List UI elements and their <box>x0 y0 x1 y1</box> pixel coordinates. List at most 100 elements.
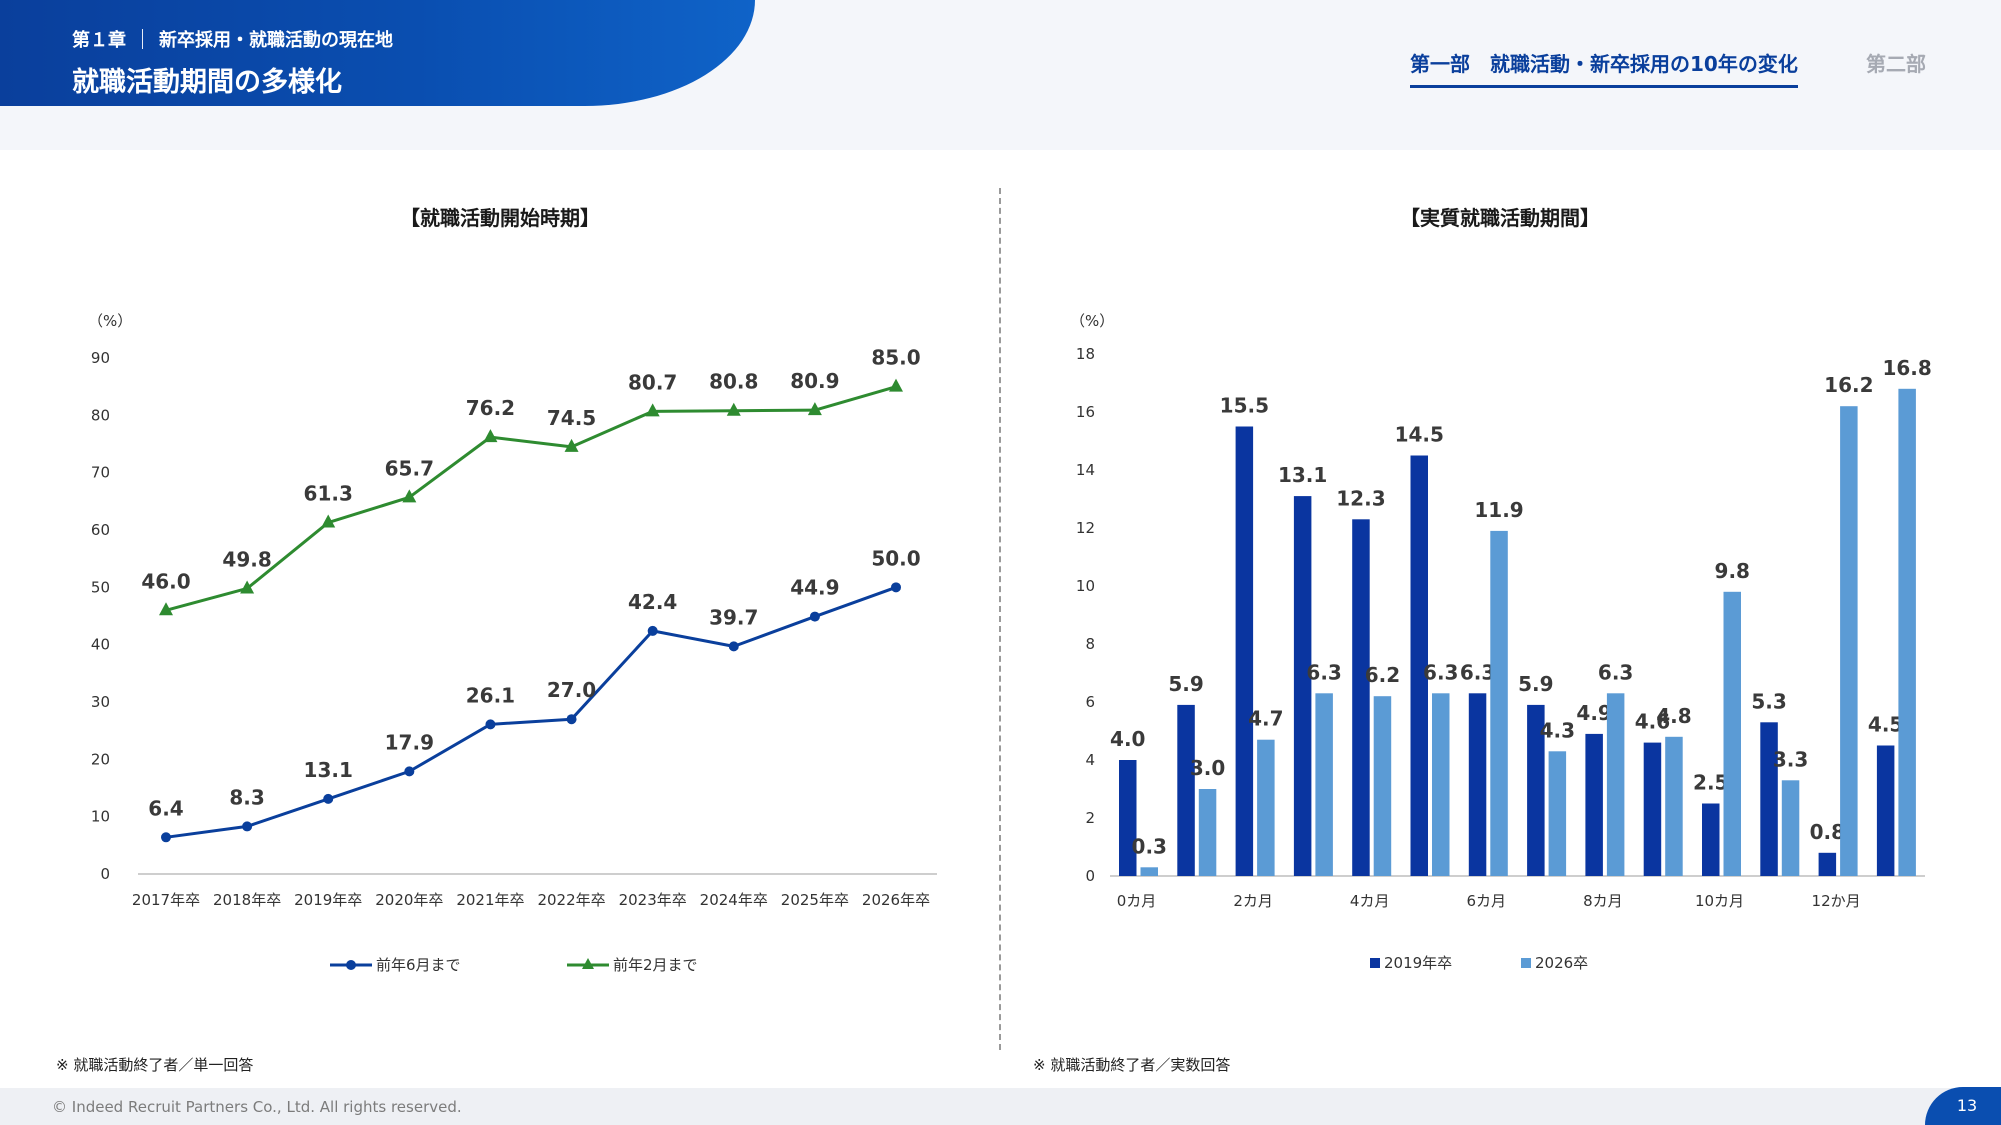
x-tick-label: 4カ月 <box>1350 892 1390 910</box>
page-title: 就職活動期間の多様化 <box>72 67 342 98</box>
x-tick-label: 2020年卒 <box>375 891 443 909</box>
tab-part-two[interactable]: 第二部 <box>1866 52 1926 76</box>
copyright: © Indeed Recruit Partners Co., Ltd. All … <box>52 1098 462 1116</box>
data-label: 76.2 <box>466 396 515 420</box>
series-point-2 <box>240 580 255 594</box>
bar-series1 <box>1702 803 1720 876</box>
data-label: 74.5 <box>547 406 596 430</box>
data-label: 42.4 <box>628 590 677 614</box>
legend-label-1: 前年6月まで <box>376 956 461 974</box>
data-label: 12.3 <box>1336 486 1385 510</box>
y-axis-unit: （%） <box>88 312 132 330</box>
x-tick-label: 6カ月 <box>1467 892 1507 910</box>
x-tick-label: 2カ月 <box>1233 892 1273 910</box>
bar-series2 <box>1840 406 1858 876</box>
y-tick-label: 4 <box>1085 751 1095 769</box>
y-tick-label: 14 <box>1076 461 1095 479</box>
bar-series1 <box>1876 745 1895 876</box>
x-tick-label: 2018年卒 <box>213 891 281 909</box>
series-point-1 <box>323 793 334 804</box>
bar-series2 <box>1490 530 1508 876</box>
bar-series1 <box>1468 693 1487 876</box>
bar-series2 <box>1432 693 1450 876</box>
data-label: 6.3 <box>1423 660 1458 684</box>
data-label: 6.4 <box>148 796 183 820</box>
x-tick-label: 2022年卒 <box>537 891 605 909</box>
data-label: 4.8 <box>1656 704 1691 728</box>
series-line-1 <box>165 585 897 839</box>
bar-series1 <box>1643 742 1662 876</box>
x-tick-label: 2024年卒 <box>700 891 768 909</box>
data-label: 5.3 <box>1751 689 1786 713</box>
y-tick-label: 2 <box>1085 809 1095 827</box>
data-label: 13.1 <box>1278 463 1327 487</box>
x-tick-label: 2026年卒 <box>862 891 930 909</box>
data-label: 80.7 <box>628 370 677 394</box>
bar-series1 <box>1585 733 1603 876</box>
data-label: 4.9 <box>1576 701 1611 725</box>
chapter-separator <box>142 29 143 49</box>
line-chart: （%） 0 10 20 30 40 50 60 70 80 90 2017年卒 2018年卒 2019年卒… <box>88 312 937 974</box>
legend-label-1: 2019年卒 <box>1384 954 1452 972</box>
series-point-2 <box>645 403 660 417</box>
data-label: 0.3 <box>1132 834 1167 858</box>
chart-divider <box>999 188 1001 1050</box>
data-label: 16.2 <box>1824 373 1873 397</box>
bar-series2 <box>1723 591 1741 876</box>
y-tick-label: 0 <box>1085 867 1095 885</box>
data-label: 27.0 <box>547 678 596 702</box>
tab-part-one[interactable]: 第一部 就職活動・新卒採用の10年の変化 <box>1410 48 1798 88</box>
series-point-2 <box>726 402 741 416</box>
bar-series1 <box>1410 455 1428 876</box>
series-point-2 <box>159 602 173 616</box>
data-label: 2.5 <box>1693 771 1728 795</box>
data-label: 80.8 <box>709 370 758 394</box>
y-tick-label: 12 <box>1076 519 1095 537</box>
bar-series2 <box>1606 693 1625 876</box>
data-label: 9.8 <box>1715 559 1750 583</box>
legend-marker-1 <box>346 960 356 970</box>
data-label: 4.7 <box>1248 707 1283 731</box>
bar-series1 <box>1119 760 1137 876</box>
data-label: 17.9 <box>385 730 434 754</box>
data-label: 14.5 <box>1395 423 1444 447</box>
data-label: 80.9 <box>790 369 839 393</box>
x-tick-label: 0カ月 <box>1117 892 1157 910</box>
x-tick-label: 2017年卒 <box>132 891 200 909</box>
data-label: 26.1 <box>466 683 515 707</box>
bar-series2 <box>1665 736 1683 876</box>
data-label: 15.5 <box>1220 394 1269 418</box>
y-tick-label: 40 <box>91 636 110 654</box>
data-label: 4.0 <box>1110 727 1145 751</box>
series-point-1 <box>647 625 658 636</box>
data-label: 44.9 <box>790 576 839 600</box>
data-label: 6.3 <box>1460 660 1495 684</box>
data-label: 39.7 <box>709 605 758 629</box>
chapter-label: 第１章 新卒採用・就職活動の現在地 <box>72 26 393 52</box>
bar-chart-title: 【実質就職活動期間】 <box>1400 206 1600 230</box>
bar-series2 <box>1898 388 1916 876</box>
bar-series2 <box>1257 739 1275 876</box>
bar-series2 <box>1140 867 1158 876</box>
series-point-1 <box>485 719 496 730</box>
data-label: 61.3 <box>304 482 353 506</box>
y-tick-label: 20 <box>91 750 110 768</box>
legend-swatch-2 <box>1521 958 1531 968</box>
data-label: 6.2 <box>1365 663 1400 687</box>
x-tick-label: 2021年卒 <box>456 891 524 909</box>
bar-series2 <box>1198 789 1217 876</box>
bar-series1 <box>1818 852 1837 876</box>
data-label: 65.7 <box>385 456 434 480</box>
data-label: 4.3 <box>1540 718 1575 742</box>
series-point-1 <box>161 832 171 843</box>
x-tick-label: 8カ月 <box>1583 892 1623 910</box>
bar-series1 <box>1527 704 1545 876</box>
x-tick-label: 2023年卒 <box>619 891 687 909</box>
data-label: 13.1 <box>304 758 353 782</box>
y-tick-label: 8 <box>1085 635 1095 653</box>
series-point-1 <box>566 714 577 725</box>
x-tick-label: 2019年卒 <box>294 891 362 909</box>
data-label: 49.8 <box>222 547 271 571</box>
y-tick-label: 18 <box>1076 345 1095 363</box>
bar-series2 <box>1548 751 1567 876</box>
